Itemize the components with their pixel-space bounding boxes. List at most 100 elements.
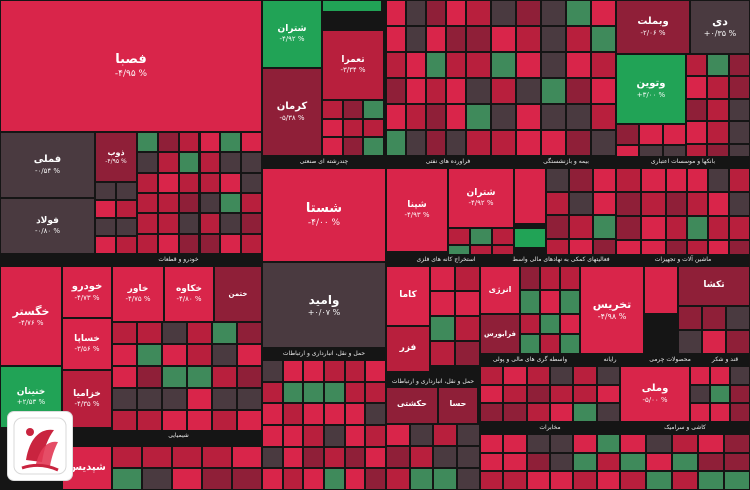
- treemap-tile[interactable]: [541, 0, 566, 26]
- treemap-tile[interactable]: [322, 0, 382, 12]
- treemap-tile[interactable]: [666, 168, 687, 192]
- treemap-tile-5[interactable]: خودرو -۴/۷۳ %: [62, 266, 112, 318]
- treemap-tile[interactable]: [566, 104, 591, 130]
- treemap-tile[interactable]: [672, 452, 698, 472]
- treemap-tile[interactable]: [672, 471, 698, 490]
- treemap-tile[interactable]: [550, 434, 574, 453]
- treemap-tile-27[interactable]: ذوب -۴/۹۵ %: [95, 132, 137, 182]
- treemap-tile-19[interactable]: وتوین +۳/۰۰ %: [616, 54, 686, 124]
- treemap-tile[interactable]: [550, 452, 574, 472]
- treemap-tile[interactable]: [342, 137, 364, 156]
- treemap-tile[interactable]: [591, 78, 616, 104]
- treemap-tile[interactable]: [237, 344, 262, 366]
- treemap-tile[interactable]: [262, 468, 283, 490]
- treemap-tile[interactable]: [516, 130, 541, 156]
- treemap-tile-13[interactable]: شتران -۴/۹۲ %: [262, 0, 322, 68]
- treemap-tile[interactable]: [596, 384, 620, 404]
- treemap-tile[interactable]: [520, 290, 540, 314]
- treemap-tile[interactable]: [569, 168, 593, 192]
- treemap-tile[interactable]: [241, 172, 262, 193]
- treemap-tile[interactable]: [241, 213, 262, 234]
- treemap-tile[interactable]: [666, 216, 687, 240]
- treemap-tile-22[interactable]: تکشا: [678, 266, 750, 306]
- treemap-tile[interactable]: [137, 152, 158, 173]
- treemap-tile[interactable]: [199, 132, 221, 153]
- treemap-tile[interactable]: [112, 322, 137, 344]
- treemap-tile[interactable]: [426, 104, 446, 130]
- treemap-tile[interactable]: [514, 168, 546, 224]
- treemap-tile[interactable]: [550, 403, 574, 422]
- treemap-tile[interactable]: [142, 446, 172, 468]
- treemap-tile[interactable]: [212, 322, 237, 344]
- treemap-tile[interactable]: [95, 200, 116, 218]
- treemap-tile[interactable]: [678, 330, 702, 354]
- treemap-tile[interactable]: [641, 168, 666, 192]
- treemap-tile[interactable]: [303, 468, 324, 490]
- treemap-tile-4[interactable]: خگستر -۴/۷۶ %: [0, 266, 62, 366]
- treemap-tile[interactable]: [162, 366, 187, 388]
- treemap-tile[interactable]: [137, 366, 162, 388]
- treemap-tile[interactable]: [199, 172, 221, 193]
- treemap-tile[interactable]: [455, 341, 480, 366]
- treemap-tile[interactable]: [503, 366, 527, 385]
- treemap-tile[interactable]: [646, 434, 672, 453]
- treemap-tile[interactable]: [730, 403, 750, 422]
- treemap-tile[interactable]: [202, 468, 232, 490]
- treemap-tile[interactable]: [178, 233, 200, 254]
- treemap-tile[interactable]: [591, 104, 616, 130]
- treemap-tile[interactable]: [178, 213, 200, 234]
- treemap-tile[interactable]: [426, 52, 446, 78]
- treemap-tile[interactable]: [592, 215, 616, 239]
- treemap-tile[interactable]: [162, 410, 187, 432]
- treemap-tile[interactable]: [430, 316, 455, 341]
- treemap-tile[interactable]: [455, 291, 480, 316]
- treemap-tile[interactable]: [303, 360, 324, 382]
- treemap-tile[interactable]: [710, 403, 730, 422]
- treemap-tile[interactable]: [698, 452, 724, 472]
- treemap-tile[interactable]: [708, 192, 729, 216]
- treemap-tile[interactable]: [516, 26, 541, 52]
- treemap-tile[interactable]: [573, 403, 597, 422]
- treemap-tile[interactable]: [707, 54, 729, 77]
- treemap-tile[interactable]: [550, 471, 574, 490]
- treemap-tile[interactable]: [569, 191, 593, 215]
- treemap-tile[interactable]: [282, 360, 304, 382]
- treemap-tile[interactable]: [560, 334, 580, 354]
- treemap-tile[interactable]: [157, 193, 179, 214]
- treemap-tile[interactable]: [116, 182, 137, 200]
- treemap-tile[interactable]: [116, 200, 137, 218]
- treemap-tile[interactable]: [363, 137, 384, 156]
- treemap-tile[interactable]: [455, 316, 480, 341]
- treemap-tile[interactable]: [480, 452, 504, 472]
- treemap-tile-20[interactable]: تخریس -۴/۹۸ %: [580, 266, 644, 354]
- treemap-tile[interactable]: [322, 137, 343, 156]
- treemap-tile[interactable]: [232, 446, 262, 468]
- treemap-tile[interactable]: [540, 334, 560, 354]
- treemap-tile-14[interactable]: تعمرا -۳/۳۴ %: [322, 30, 384, 100]
- treemap-tile[interactable]: [566, 78, 591, 104]
- treemap-tile[interactable]: [426, 0, 446, 26]
- treemap-tile[interactable]: [344, 468, 366, 490]
- treemap-tile[interactable]: [282, 381, 304, 404]
- treemap-tile-25[interactable]: حکشتی: [386, 384, 438, 424]
- treemap-tile[interactable]: [708, 216, 729, 240]
- treemap-tile[interactable]: [560, 314, 580, 334]
- treemap-tile[interactable]: [324, 403, 345, 425]
- treemap-tile[interactable]: [466, 104, 491, 130]
- treemap-tile[interactable]: [728, 76, 750, 99]
- treemap-tile[interactable]: [566, 52, 591, 78]
- treemap-tile[interactable]: [446, 26, 466, 52]
- treemap-tile[interactable]: [365, 446, 386, 469]
- treemap-tile-29[interactable]: خکاوه -۴/۸۰ %: [164, 266, 214, 322]
- treemap-tile[interactable]: [526, 471, 550, 490]
- treemap-tile-30[interactable]: ختمن: [214, 266, 262, 322]
- treemap-tile[interactable]: [212, 410, 237, 432]
- treemap-tile[interactable]: [386, 130, 406, 156]
- treemap-tile[interactable]: [728, 121, 750, 144]
- treemap-tile[interactable]: [726, 306, 750, 330]
- treemap-tile-12[interactable]: شپنا -۴/۹۳ %: [386, 168, 448, 252]
- treemap-tile[interactable]: [596, 403, 620, 422]
- treemap-tile-13[interactable]: شتران -۴/۹۲ %: [448, 168, 514, 228]
- treemap-tile-35[interactable]: فرابورس: [480, 314, 520, 354]
- treemap-tile[interactable]: [646, 452, 672, 472]
